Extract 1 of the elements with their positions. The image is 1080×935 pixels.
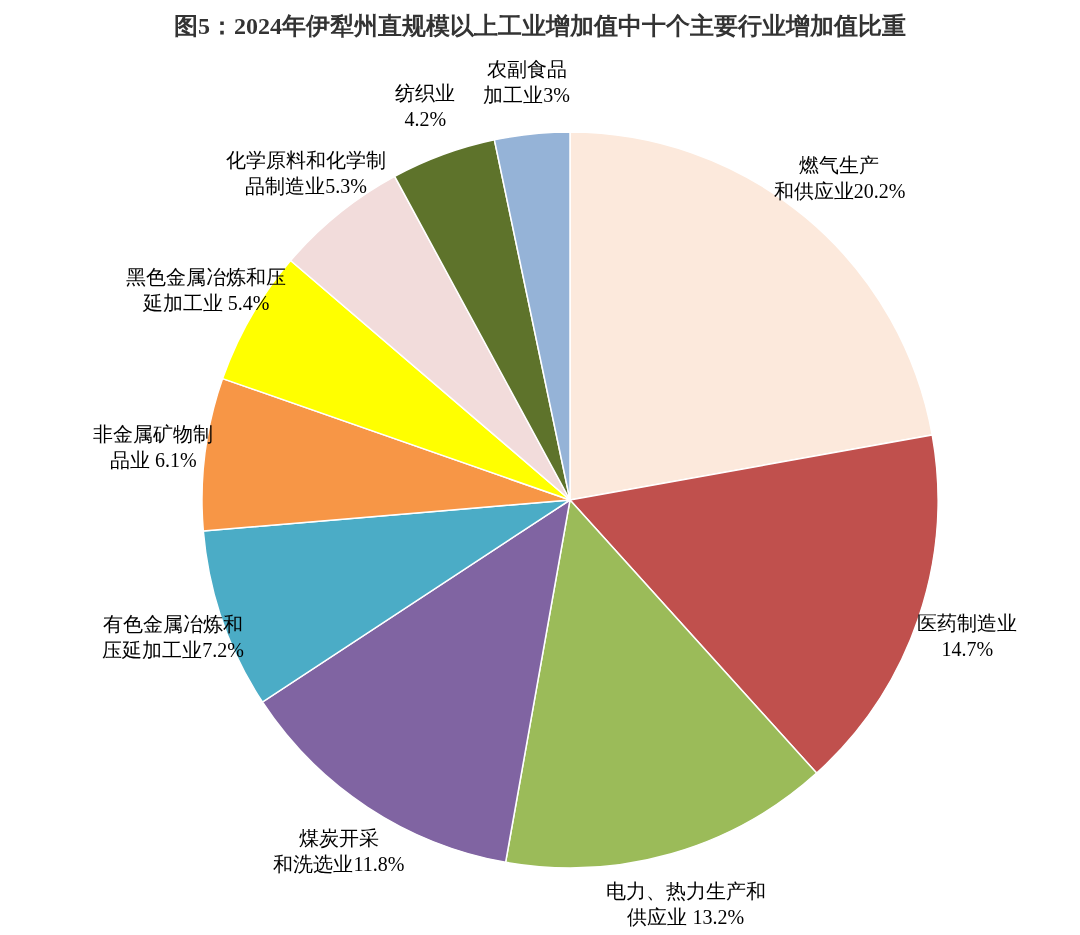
chart-title: 图5：2024年伊犁州直规模以上工业增加值中十个主要行业增加值比重 [174,13,906,39]
